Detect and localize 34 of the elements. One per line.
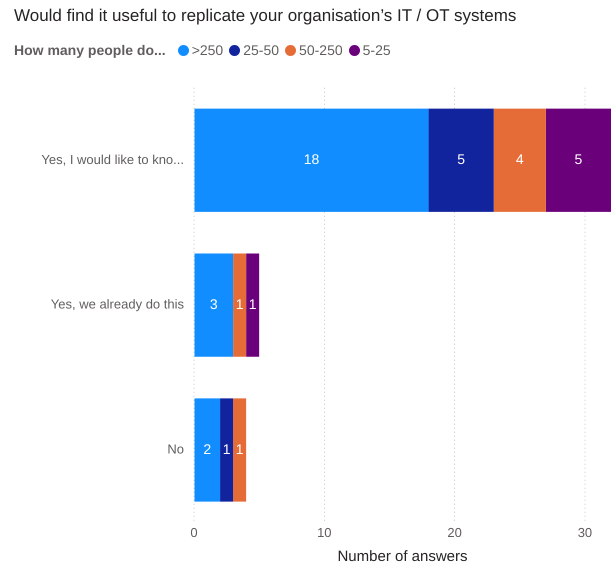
y-tick-label: Yes, I would like to kno... xyxy=(41,152,184,167)
chart-title: Would find it useful to replicate your organisation’s IT / OT systems xyxy=(14,6,516,26)
legend-label: 5-25 xyxy=(362,42,391,58)
data-label: 3 xyxy=(210,296,218,312)
bar xyxy=(194,108,429,212)
data-label: 18 xyxy=(304,151,320,168)
bar xyxy=(233,398,246,502)
data-label: 1 xyxy=(248,296,257,312)
bar xyxy=(546,108,611,212)
x-tick-label: 10 xyxy=(317,524,332,540)
bar xyxy=(246,253,260,357)
legend-label: 50-250 xyxy=(299,42,343,58)
legend-label: >250 xyxy=(192,42,224,58)
x-axis-title: Number of answers xyxy=(337,548,468,566)
legend-title: How many people do... xyxy=(14,42,166,58)
x-tick-label: 20 xyxy=(447,524,462,540)
bar xyxy=(428,108,494,212)
data-label: 2 xyxy=(203,440,212,457)
y-tick-label: Yes, we already do this xyxy=(50,296,184,312)
data-label: 1 xyxy=(236,296,244,312)
data-label: 4 xyxy=(516,151,524,168)
data-label: 5 xyxy=(457,151,466,168)
data-label: 5 xyxy=(574,151,583,168)
x-tick-label: 30 xyxy=(578,524,592,540)
legend-label: 25-50 xyxy=(243,42,280,58)
bar xyxy=(194,253,234,357)
data-label: 1 xyxy=(222,440,231,457)
data-label: 1 xyxy=(236,440,244,457)
bar xyxy=(233,253,246,357)
y-tick-label: No xyxy=(167,442,184,457)
bar xyxy=(194,398,220,502)
bar xyxy=(494,108,546,212)
x-tick-label: 0 xyxy=(190,524,198,540)
bar xyxy=(220,398,234,502)
